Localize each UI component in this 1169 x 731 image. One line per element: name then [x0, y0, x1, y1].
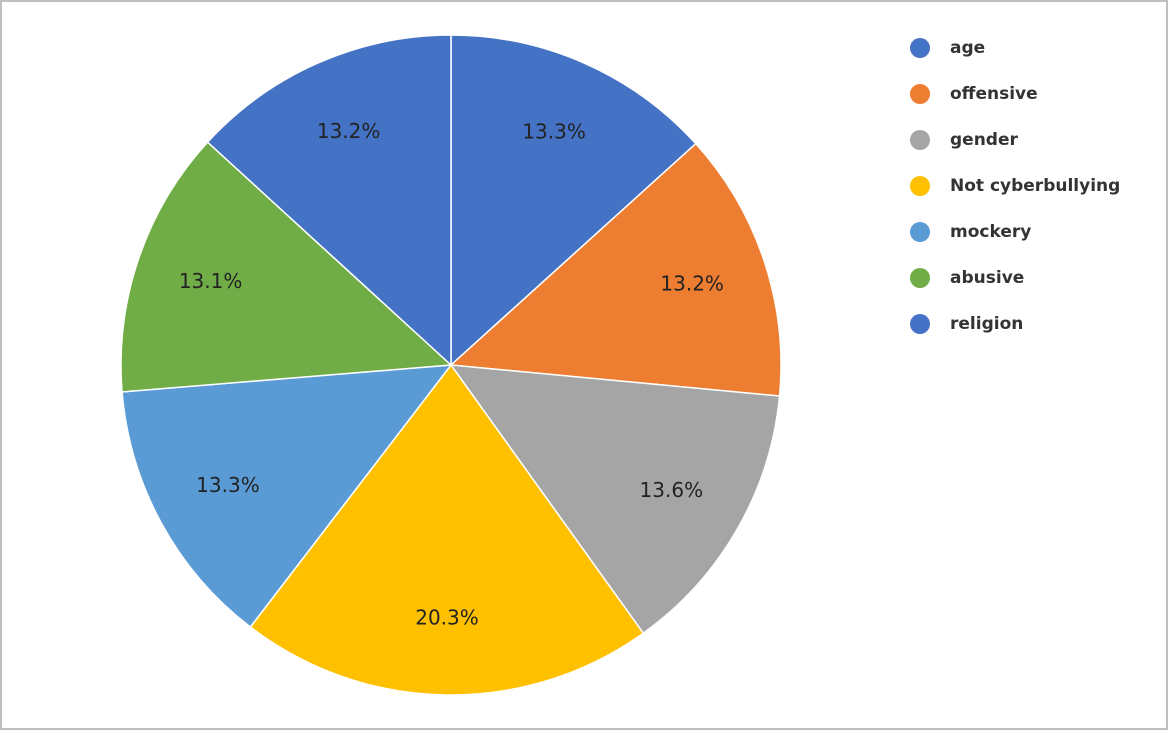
legend-label: gender	[950, 130, 1019, 150]
pie-slice	[121, 364, 453, 629]
legend-label: mockery	[950, 222, 1031, 242]
legend-marker	[910, 176, 930, 196]
slice-label: 13.3%	[522, 119, 586, 143]
pie-slice	[449, 142, 782, 397]
legend: age offensive gender Not cyberbullying mocke…	[910, 38, 1120, 334]
slice-label: 13.3%	[196, 473, 260, 497]
legend-label: age	[950, 38, 985, 58]
slice-label: 13.6%	[640, 478, 704, 502]
pie: 13.3% 13.2% 13.6% 20.3% 13.3% 13.1% 13.2%	[120, 34, 782, 696]
slice-label: 13.2%	[317, 119, 381, 143]
slice-label: 13.1%	[179, 269, 243, 293]
pie-slice	[450, 34, 697, 367]
pie-slice	[449, 364, 781, 635]
slice-label: 13.2%	[660, 271, 724, 295]
legend-marker	[910, 268, 930, 288]
legend-label: abusive	[950, 268, 1024, 288]
slice-label: 20.3%	[415, 606, 479, 630]
legend-marker	[910, 84, 930, 104]
pie-slice	[249, 363, 645, 696]
legend-label: offensive	[950, 84, 1038, 104]
legend-marker	[910, 130, 930, 150]
pie-slice	[120, 141, 453, 393]
legend-label: Not cyberbullying	[950, 176, 1120, 196]
legend-marker	[910, 38, 930, 58]
pie-slice	[206, 34, 452, 367]
legend-label: religion	[950, 314, 1023, 334]
legend-marker	[910, 314, 930, 334]
legend-marker	[910, 222, 930, 242]
